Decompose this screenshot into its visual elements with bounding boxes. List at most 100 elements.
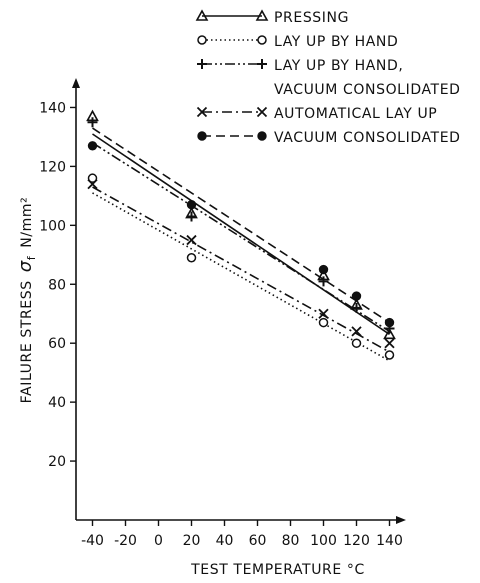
legend-entry-5: VACUUM CONSOLIDATED: [197, 130, 460, 146]
x-tick-label: 80: [282, 533, 300, 549]
legend-marker-right-shape: [255, 9, 269, 21]
data-point-shape: [186, 211, 197, 222]
legend-marker-left: [196, 106, 208, 118]
legend-marker-right: [256, 106, 268, 118]
data-point: [87, 141, 98, 151]
data-point: [318, 264, 329, 275]
data-point: [186, 211, 197, 222]
legend-entry-1: PRESSING: [195, 9, 349, 26]
y-axis-title-unit: N/mm²: [19, 197, 35, 248]
y-axis-title-symbol: σ: [15, 260, 36, 272]
data-point: [351, 338, 362, 348]
x-tick-label: 100: [310, 533, 337, 549]
legend-marker-right: [257, 59, 267, 69]
y-tick-label: 20: [48, 454, 66, 470]
legend-entry-3: LAY UP BY HAND, VACUUM CONSOLIDATED: [197, 58, 461, 98]
data-point-shape: [351, 291, 362, 301]
data-point-shape: [351, 302, 362, 313]
legend-marker-left-shape: [197, 59, 207, 69]
series-3: [87, 117, 395, 334]
series-line: [92, 142, 390, 333]
data-point-shape: [318, 264, 329, 275]
x-tick-label: 0: [154, 533, 163, 549]
legend-marker-left: [195, 9, 209, 21]
legend-marker-right-shape: [257, 59, 267, 69]
legend-marker-right: [257, 131, 267, 141]
legend-marker-left-shape: [197, 35, 207, 45]
y-tick-label: 100: [39, 218, 66, 234]
data-point-shape: [186, 200, 197, 210]
data-point-shape: [318, 317, 329, 328]
data-point: [384, 317, 395, 328]
y-tick-label: 140: [39, 100, 66, 116]
data-point: [318, 317, 329, 328]
legend-label: LAY UP BY HAND: [274, 34, 398, 50]
x-tick-label: 140: [376, 533, 403, 549]
legend-marker-left: [197, 35, 207, 45]
legend-marker-left-shape: [195, 9, 209, 21]
legend: PRESSING LAY UP BY HAND LAY UP BY HAND, VAC…: [195, 9, 461, 146]
legend-marker-right: [257, 35, 267, 45]
x-tick-label: 60: [249, 533, 267, 549]
data-point-shape: [351, 338, 362, 348]
data-point: [186, 252, 197, 263]
data-point: [383, 327, 396, 340]
y-tick-label: 40: [48, 395, 66, 411]
y-axis-title: FAILURE STRESS σf N/mm²: [15, 197, 38, 404]
data-point-shape: [384, 350, 395, 360]
x-tick-label: -40: [81, 533, 104, 549]
legend-marker-right-shape: [257, 35, 267, 45]
data-point: [87, 117, 98, 128]
y-tick-label: 60: [48, 336, 66, 352]
series-2: [87, 173, 395, 362]
legend-label: LAY UP BY HAND,: [274, 58, 403, 74]
legend-label: AUTOMATICAL LAY UP: [274, 106, 437, 122]
legend-marker-right: [255, 9, 269, 21]
y-axis-title-subscript: f: [25, 255, 38, 260]
legend-entry-4: AUTOMATICAL LAY UP: [196, 106, 437, 122]
data-point: [351, 291, 362, 301]
data-point-shape: [186, 252, 197, 263]
data-point: [87, 178, 98, 190]
data-point-shape: [186, 234, 197, 246]
data-point-shape: [384, 317, 395, 328]
series-line: [92, 133, 390, 336]
data-point: [186, 200, 197, 210]
data-point: [384, 350, 395, 360]
data-point-shape: [318, 276, 329, 287]
legend-marker-left-shape: [197, 131, 207, 141]
y-axis-title-main: FAILURE STRESS: [19, 280, 35, 403]
legend-marker-right-shape: [256, 106, 268, 118]
series-4: [87, 178, 395, 353]
series-5: [87, 127, 395, 328]
y-tick-label: 80: [48, 277, 66, 293]
data-point: [384, 338, 395, 349]
legend-marker-left: [197, 131, 207, 141]
data-point: [351, 302, 362, 313]
data-point-shape: [87, 141, 98, 151]
data-point: [186, 234, 197, 246]
x-axis-arrow: [396, 516, 406, 524]
data-point: [87, 173, 98, 183]
x-axis-title: TEST TEMPERATURE °C: [190, 562, 365, 578]
x-tick-label: -20: [114, 533, 137, 549]
x-tick-label: 40: [216, 533, 234, 549]
data-point-shape: [87, 178, 98, 190]
data-point-shape: [351, 326, 362, 337]
series-line: [92, 186, 390, 353]
series-line: [92, 127, 390, 324]
data-point-shape: [318, 308, 329, 319]
data-point-shape: [383, 327, 396, 340]
y-axis-arrow: [72, 78, 80, 88]
x-tick-label: 20: [183, 533, 201, 549]
axis-labels: TEST TEMPERATURE °C FAILURE STRESS σf N/mm²: [15, 197, 365, 578]
y-tick-label: 120: [39, 159, 66, 175]
series-line: [92, 192, 390, 362]
x-tick-label: 120: [343, 533, 370, 549]
legend-entry-2: LAY UP BY HAND: [197, 34, 398, 50]
legend-label: VACUUM CONSOLIDATED: [274, 82, 461, 98]
axes: -40 -20 0 20 40 60 80 100 120 140 20 40 60 80 100 120 14…: [39, 78, 406, 549]
data-point: [351, 326, 362, 337]
legend-label: PRESSING: [274, 10, 349, 26]
